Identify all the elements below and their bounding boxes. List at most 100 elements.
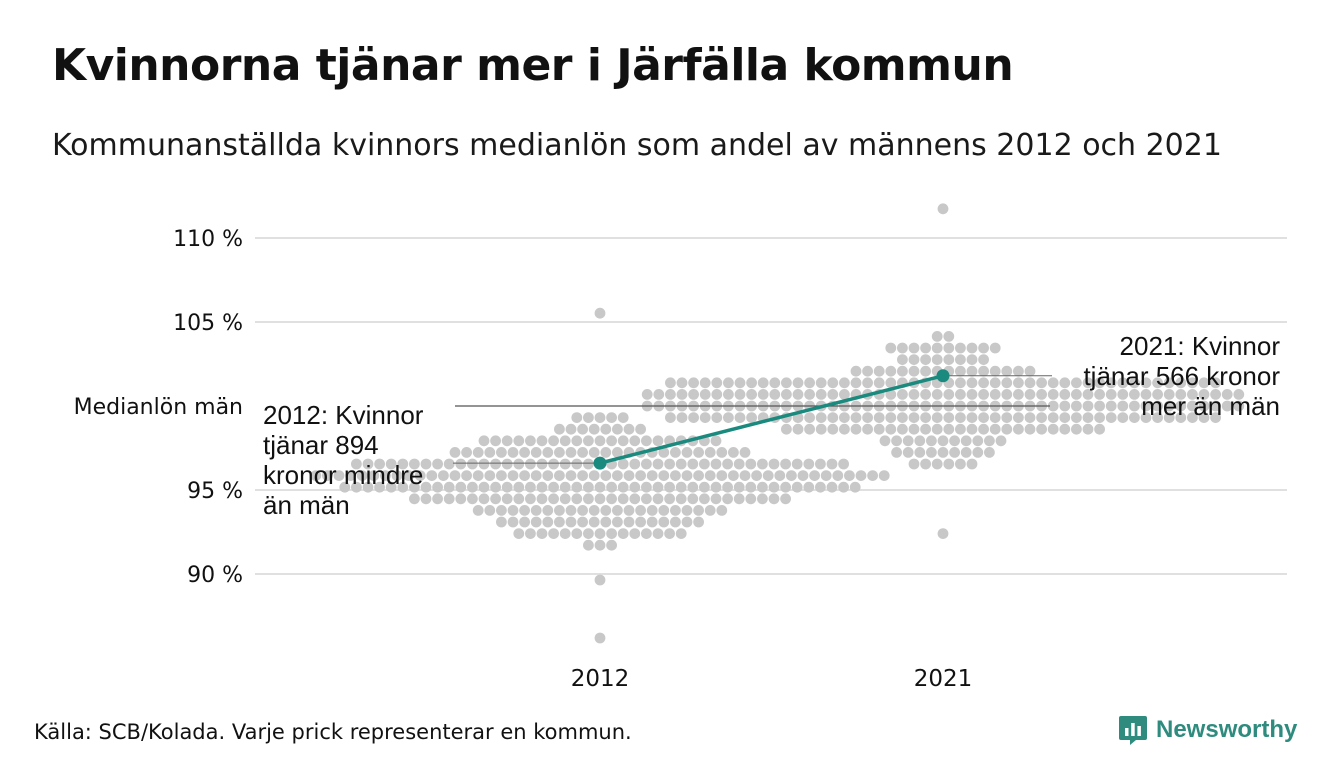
municipality-dot xyxy=(641,481,652,493)
municipality-dot xyxy=(362,458,374,470)
municipality-dot xyxy=(606,493,617,505)
municipality-dot xyxy=(768,481,780,493)
municipality-dot xyxy=(617,412,629,423)
municipality-dot xyxy=(966,342,978,354)
municipality-dot xyxy=(472,505,484,516)
municipality-dot xyxy=(688,377,699,389)
municipality-dot xyxy=(966,377,978,389)
municipality-dot xyxy=(1129,400,1140,412)
municipality-dot xyxy=(1071,412,1082,423)
annotation-2021: 2021: Kvinnor tjänar 566 kronor mer än m… xyxy=(1083,331,1280,421)
municipality-dot xyxy=(1047,412,1059,423)
municipality-dot xyxy=(490,481,501,493)
municipality-dot xyxy=(380,470,391,481)
municipality-dot xyxy=(699,412,711,423)
municipality-dot xyxy=(565,505,577,516)
municipality-dot xyxy=(710,458,722,470)
municipality-dot xyxy=(897,342,908,354)
municipality-dot xyxy=(548,458,559,470)
municipality-dot xyxy=(1082,389,1094,400)
municipality-dot xyxy=(687,493,699,505)
municipality-dot xyxy=(862,365,873,377)
municipality-dot xyxy=(746,389,757,400)
municipality-dot xyxy=(780,458,791,470)
highlight-point-2012[interactable] xyxy=(593,456,607,470)
newsworthy-logo-icon xyxy=(1119,716,1147,745)
municipality-dot xyxy=(670,505,681,516)
municipality-dot xyxy=(797,470,809,481)
municipality-dot xyxy=(920,342,931,354)
municipality-dot xyxy=(768,493,780,505)
municipality-dot xyxy=(989,389,1001,400)
municipality-dot xyxy=(839,377,850,389)
municipality-dot xyxy=(711,377,723,389)
municipality-dot xyxy=(1013,389,1024,400)
municipality-dot xyxy=(1105,400,1117,412)
municipality-dot xyxy=(768,458,780,470)
municipality-dot xyxy=(791,458,803,470)
municipality-dot xyxy=(949,447,960,458)
municipality-dot xyxy=(873,377,885,389)
municipality-dot xyxy=(641,389,653,400)
municipality-dot xyxy=(449,470,461,481)
municipality-dot xyxy=(989,423,1001,435)
municipality-dot xyxy=(507,516,519,528)
municipality-dot xyxy=(507,505,519,516)
municipality-dot xyxy=(559,481,571,493)
municipality-dot xyxy=(955,412,966,423)
municipality-dot xyxy=(688,389,699,400)
highlight-line xyxy=(599,374,944,465)
municipality-dot xyxy=(397,481,409,493)
municipality-dot xyxy=(670,447,681,458)
municipality-dot xyxy=(815,458,826,470)
municipality-dot xyxy=(1013,377,1024,389)
municipality-dot xyxy=(1198,389,1210,400)
municipality-dot xyxy=(606,539,617,551)
municipality-dot xyxy=(548,493,559,505)
municipality-dot xyxy=(409,458,420,470)
municipality-dot xyxy=(1094,400,1105,412)
municipality-dot xyxy=(571,481,583,493)
municipality-dot xyxy=(1071,400,1082,412)
municipality-dot xyxy=(536,458,548,470)
municipality-dot xyxy=(641,435,652,447)
municipality-dot xyxy=(966,458,978,470)
municipality-dot xyxy=(484,470,496,481)
municipality-dot xyxy=(931,389,943,400)
municipality-dot xyxy=(1071,389,1082,400)
municipality-dot xyxy=(665,412,676,423)
municipality-dot xyxy=(926,435,937,447)
municipality-dot xyxy=(704,505,716,516)
municipality-dot xyxy=(716,470,728,481)
highlight-point-2021[interactable] xyxy=(936,369,950,383)
municipality-dot xyxy=(536,435,548,447)
municipality-dot xyxy=(629,458,641,470)
municipality-dot xyxy=(664,458,675,470)
municipality-dot xyxy=(554,470,565,481)
municipality-dot xyxy=(594,412,606,423)
municipality-dot xyxy=(664,528,675,539)
municipality-dot xyxy=(1024,389,1036,400)
municipality-dot xyxy=(780,493,791,505)
municipality-dot xyxy=(490,435,501,447)
municipality-dot xyxy=(351,458,362,470)
municipality-dot xyxy=(774,470,786,481)
municipality-dot xyxy=(467,493,478,505)
municipality-dot xyxy=(804,389,815,400)
municipality-dot xyxy=(746,377,757,389)
municipality-dot xyxy=(1024,365,1036,377)
municipality-dot xyxy=(978,354,989,365)
brand-logo[interactable]: Newsworthy xyxy=(1118,714,1297,746)
municipality-dot xyxy=(635,516,646,528)
municipality-dot xyxy=(711,389,723,400)
municipality-dot xyxy=(629,481,641,493)
municipality-dot xyxy=(792,423,804,435)
municipality-dot xyxy=(565,470,577,481)
municipality-dot xyxy=(908,389,920,400)
municipality-dot xyxy=(838,458,849,470)
municipality-dot xyxy=(612,505,623,516)
municipality-dot xyxy=(891,435,902,447)
chart-title: Kvinnorna tjänar mer i Järfälla kommun xyxy=(52,40,1014,91)
municipality-dot xyxy=(455,493,467,505)
